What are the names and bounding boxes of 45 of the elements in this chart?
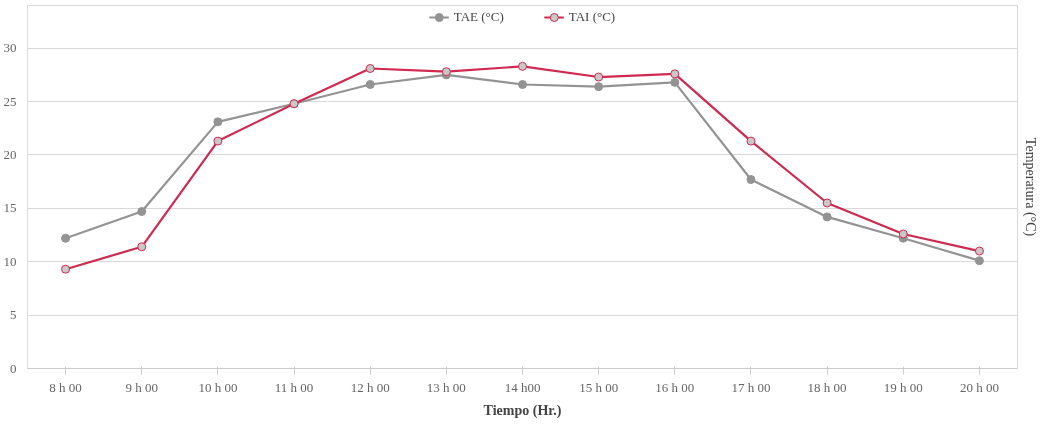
- x-tick-label: 13 h 00: [426, 379, 466, 395]
- point: [365, 64, 375, 73]
- point: [974, 256, 984, 266]
- x-tick-label: 15 h 00: [579, 379, 619, 395]
- legend-label: TAE (°C): [453, 9, 504, 25]
- point: [365, 80, 375, 89]
- x-tick-label: 19 h 00: [883, 379, 923, 395]
- legend-label: TAI (°C): [568, 9, 616, 25]
- x-tick-label: 8 h 00: [49, 379, 82, 395]
- y-tick-label: 15: [3, 200, 17, 216]
- x-tick-label: 20 h 00: [959, 379, 999, 395]
- y-tick-label: 20: [3, 146, 17, 162]
- point: [213, 117, 223, 127]
- x-tick-label: 11 h 00: [274, 379, 314, 395]
- point: [822, 212, 832, 222]
- point: [974, 246, 984, 256]
- y-axis-title: Temperatura (°C): [1021, 137, 1038, 237]
- x-tick-label: 9 h 00: [125, 379, 158, 395]
- point: [822, 198, 832, 208]
- x-tick-label: 16 h 00: [655, 379, 695, 395]
- y-tick-label: 10: [3, 253, 17, 269]
- point: [594, 72, 604, 82]
- y-tick-label: 5: [10, 307, 17, 323]
- point: [746, 175, 756, 185]
- y-tick-label: 0: [10, 360, 17, 376]
- point: [137, 207, 147, 217]
- point: [746, 136, 756, 146]
- x-axis-title: Tiempo (Hr.): [483, 402, 562, 419]
- point: [518, 61, 527, 71]
- x-tick-label: 18 h 00: [807, 379, 847, 395]
- y-tick-label: 30: [3, 40, 17, 56]
- point: [213, 136, 223, 146]
- x-tick-label: 14 h00: [504, 379, 541, 395]
- point: [518, 80, 527, 89]
- point: [61, 233, 71, 243]
- point: [137, 242, 147, 252]
- x-tick-label: 17 h 00: [731, 379, 771, 395]
- x-tick-label: 12 h 00: [350, 379, 390, 395]
- point: [898, 229, 908, 239]
- y-tick-label: 25: [3, 93, 17, 109]
- point: [61, 264, 71, 274]
- point: [670, 77, 680, 87]
- point: [594, 82, 604, 92]
- x-tick-label: 10 h 00: [198, 379, 238, 395]
- point: [670, 69, 680, 79]
